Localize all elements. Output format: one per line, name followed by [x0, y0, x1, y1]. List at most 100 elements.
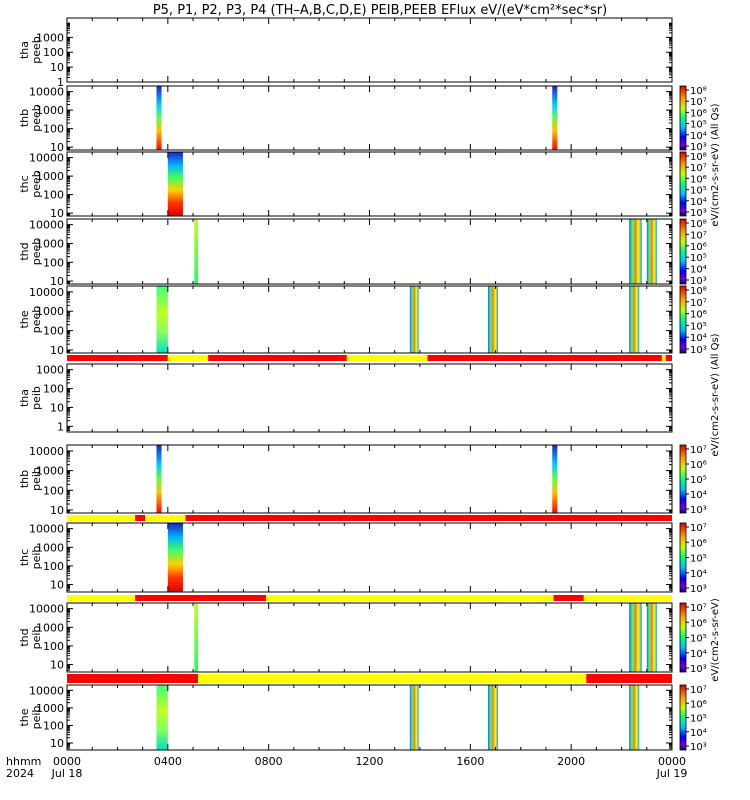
y-tick-label: 10000	[29, 219, 64, 232]
panel-species-label: peeb	[30, 238, 43, 266]
spectrogram-segment	[646, 219, 657, 284]
colorbar-tick-label: 10⁶	[690, 174, 707, 185]
quality-flag-red	[665, 355, 672, 361]
y-tick-label: 100	[43, 383, 64, 396]
panel-frame	[66, 151, 673, 217]
colorbar-tick-label: 10⁷	[690, 163, 707, 174]
colorbar-tick-label: 10⁵	[690, 554, 707, 565]
panel-species-label: peib	[30, 467, 43, 491]
colorbar-label-peib: eV/(cm2-s-sr-eV)	[710, 598, 721, 682]
y-tick-label: 100	[43, 325, 64, 338]
y-tick-label: 100	[43, 123, 64, 136]
colorbar-tick-label: 10³	[690, 208, 707, 219]
colorbar-tick-label: 10³	[690, 276, 707, 287]
quality-flag-red	[67, 674, 199, 683]
colorbar-tick-label: 10⁷	[690, 603, 707, 614]
panel-species-label: peib	[30, 546, 43, 570]
quality-bar-the-peeb	[67, 355, 672, 361]
colorbar-tick-label: 10⁸	[690, 286, 707, 297]
quality-flag-red	[553, 595, 584, 601]
colorbar-tick-label: 10⁵	[690, 475, 707, 486]
y-tick-label: 10000	[29, 86, 64, 99]
y-tick-label: 10000	[29, 445, 64, 458]
spectrogram-segment	[167, 523, 183, 592]
panel-frame	[66, 522, 673, 593]
y-tick-label: 1	[57, 76, 64, 89]
quality-flag-red	[67, 355, 168, 361]
quality-flag-red	[586, 674, 672, 683]
spectrogram-segment	[552, 86, 558, 150]
x-axis-row2-label: 2024	[6, 767, 34, 780]
quality-flag-red	[208, 355, 347, 361]
panel-frame	[66, 363, 673, 433]
y-tick-label: 10	[50, 344, 64, 357]
panel-frame	[66, 602, 673, 673]
colorbar-tick-label: 10⁴	[690, 649, 707, 660]
colorbar-tick-label: 10⁴	[690, 728, 707, 739]
colorbar	[679, 285, 687, 354]
y-tick-label: 10000	[29, 286, 64, 299]
y-tick-label: 10	[50, 504, 64, 517]
quality-flag-yellow	[661, 355, 666, 361]
panel-species-label: peib	[30, 386, 43, 410]
quality-flag-red	[135, 595, 267, 601]
panel-species-label: peeb	[30, 104, 43, 132]
y-tick-label: 10000	[29, 523, 64, 536]
panel-probe-label: thc	[18, 175, 31, 192]
y-tick-label: 1000	[36, 702, 64, 715]
panel-probe-label: thb	[18, 470, 31, 488]
panel-thd-peib: 10000 1000 100 10 thd peib 10⁷ 10⁶ 10⁵ 10⁴ 10³	[18, 602, 707, 675]
panel-probe-label: tha	[18, 41, 31, 59]
quality-bar-thc-peib	[67, 595, 672, 601]
y-tick-label: 10	[50, 207, 64, 220]
colorbar-tick-label: 10⁶	[690, 242, 707, 253]
panel-thc-peib: 10000 1000 100 10 thc peib 10⁷ 10⁶ 10⁵ 10⁴ 10³	[18, 522, 707, 595]
spectrogram-segment	[629, 219, 642, 284]
y-tick-label: 10000	[29, 603, 64, 616]
colorbar-tick-label: 10³	[690, 345, 707, 356]
quality-flag-yellow	[67, 515, 136, 521]
panel-tha-peib: 1000 100 10 1 tha peib	[18, 363, 673, 433]
panel-species-label: peeb	[30, 170, 43, 198]
quality-bar-thd-peib	[67, 674, 672, 683]
spectrogram-segment	[194, 603, 199, 672]
colorbar-tick-label: 10⁴	[690, 333, 707, 344]
y-tick-label: 10	[50, 659, 64, 672]
panel-probe-label: tha	[18, 389, 31, 407]
colorbar-tick-label: 10³	[690, 142, 707, 153]
y-tick-label: 100	[43, 189, 64, 202]
colorbar-tick-label: 10⁶	[690, 699, 707, 710]
spectrogram-segment	[156, 685, 168, 750]
colorbar-tick-label: 10⁴	[690, 265, 707, 276]
x-tick-label: 0000	[53, 755, 81, 768]
colorbar-label-peib-a: eV/(cm2-s-sr-eV) (All Qs)	[710, 333, 721, 456]
colorbar-tick-label: 10⁶	[690, 310, 707, 321]
colorbar	[679, 218, 687, 285]
panel-the-peib: 10000 1000 100 10 the peib 10⁷ 10⁶ 10⁵ 10⁴ 10³	[18, 684, 707, 753]
y-tick-label: 100	[43, 256, 64, 269]
y-tick-label: 10	[50, 579, 64, 592]
colorbar-tick-label: 10⁷	[690, 523, 707, 534]
colorbar-tick-label: 10⁷	[690, 445, 707, 456]
colorbar	[679, 602, 687, 673]
quality-flag-red	[427, 355, 662, 361]
colorbar-tick-label: 10⁵	[690, 321, 707, 332]
colorbar-tick-label: 10⁷	[690, 685, 707, 696]
colorbar-tick-label: 10⁸	[690, 219, 707, 230]
colorbar-tick-label: 10⁴	[690, 197, 707, 208]
panel-probe-label: thd	[18, 628, 31, 646]
colorbar-tick-label: 10⁷	[690, 298, 707, 309]
quality-flag-yellow	[266, 595, 554, 601]
spectrogram-segment	[167, 152, 183, 216]
quality-bar-thb-peib	[67, 515, 672, 521]
panel-probe-label: thc	[18, 549, 31, 566]
x-tick-label: 2000	[557, 755, 585, 768]
spectrogram-segment	[629, 603, 642, 672]
y-tick-label: 1000	[36, 237, 64, 250]
y-tick-label: 10	[50, 275, 64, 288]
y-tick-label: 1000	[36, 305, 64, 318]
